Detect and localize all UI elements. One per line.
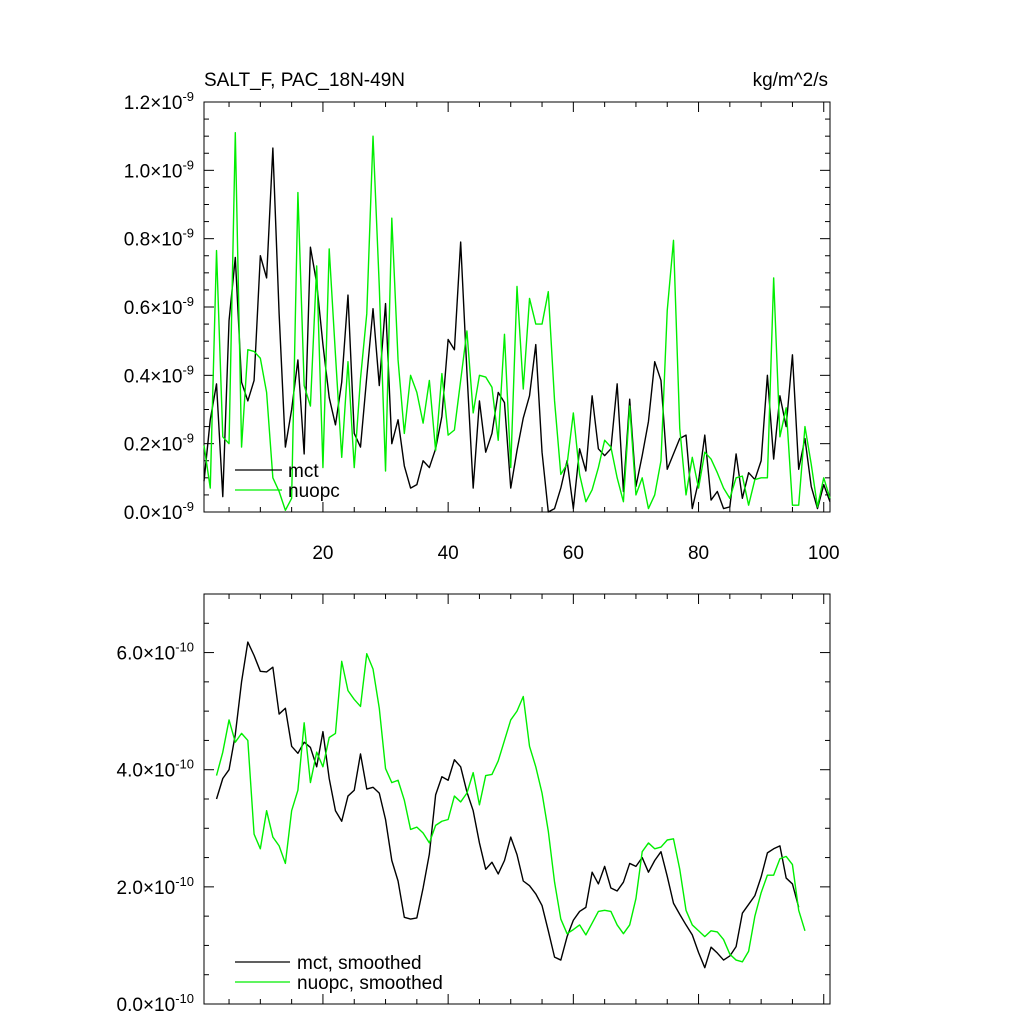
legend-mct-label: mct bbox=[288, 461, 319, 482]
top-y-tick-label: 1.0×10-9 bbox=[124, 157, 194, 182]
bottom-y-tick-label: 4.0×10-10 bbox=[117, 757, 194, 782]
top-y-tick-label: 0.8×10-9 bbox=[124, 226, 194, 251]
bottom-ticks bbox=[204, 593, 830, 1005]
top-ticks bbox=[204, 101, 830, 513]
bottom-y-tick-label: 0.0×10-10 bbox=[117, 991, 194, 1016]
top-x-tick-label: 80 bbox=[688, 543, 709, 564]
top-series-nuopc bbox=[203, 132, 831, 511]
top-x-tick-label: 60 bbox=[563, 543, 584, 564]
bottom-series-nuopc-smoothed bbox=[215, 653, 806, 963]
top-y-tick-label: 0.2×10-9 bbox=[124, 431, 194, 456]
bottom-series-mct-smoothed bbox=[215, 641, 800, 969]
bottom-y-tick-labels: 6.0×10-10 4.0×10-10 2.0×10-10 0.0×10-10 bbox=[117, 640, 194, 1016]
top-x-tick-labels: 20 40 60 80 100 bbox=[312, 543, 839, 564]
legend-nuopc-label: nuopc bbox=[288, 481, 340, 502]
top-x-tick-label: 40 bbox=[438, 543, 459, 564]
top-y-tick-label: 1.2×10-9 bbox=[124, 89, 194, 114]
top-legend: mct nuopc bbox=[235, 461, 340, 502]
top-panel: SALT_F, PAC_18N-49N kg/m^2/s 20 40 60 80 100… bbox=[124, 70, 840, 564]
legend-mct-smoothed-label: mct, smoothed bbox=[297, 953, 422, 974]
top-y-tick-label: 0.4×10-9 bbox=[124, 362, 194, 387]
bottom-series-lines bbox=[215, 641, 806, 969]
top-units: kg/m^2/s bbox=[753, 70, 828, 91]
top-x-tick-label: 20 bbox=[312, 543, 333, 564]
bottom-panel: 6.0×10-10 4.0×10-10 2.0×10-10 0.0×10-10 mct… bbox=[117, 593, 831, 1016]
top-y-tick-labels: 1.2×10-9 1.0×10-9 0.8×10-9 0.6×10-9 0.4×10-9… bbox=[124, 89, 194, 524]
legend-nuopc-smoothed-label: nuopc, smoothed bbox=[297, 973, 443, 994]
bottom-y-tick-label: 2.0×10-10 bbox=[117, 874, 194, 899]
top-title: SALT_F, PAC_18N-49N bbox=[204, 70, 405, 91]
top-y-tick-label: 0.0×10-9 bbox=[124, 499, 194, 524]
top-y-tick-label: 0.6×10-9 bbox=[124, 294, 194, 319]
bottom-legend: mct, smoothed nuopc, smoothed bbox=[235, 953, 443, 994]
top-series-lines bbox=[203, 132, 831, 513]
top-x-tick-label: 100 bbox=[808, 543, 840, 564]
bottom-y-tick-label: 6.0×10-10 bbox=[117, 640, 194, 665]
top-series-mct bbox=[203, 147, 831, 513]
bottom-plot-frame bbox=[203, 593, 831, 1005]
